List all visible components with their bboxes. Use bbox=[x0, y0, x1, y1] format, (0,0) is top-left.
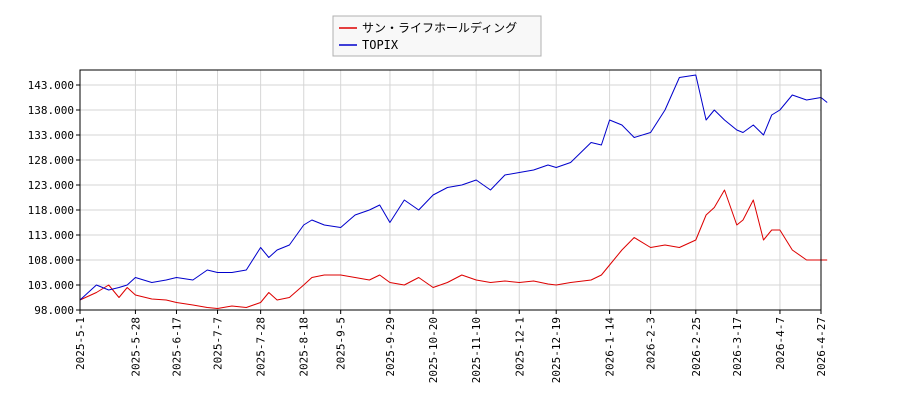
x-tick-label: 2025-9-5 bbox=[335, 317, 348, 370]
plot-frame bbox=[79, 69, 822, 311]
series-line-1 bbox=[79, 189, 828, 309]
x-tick-label: 2025-10-20 bbox=[427, 317, 440, 383]
y-tick-label: 108.000 bbox=[28, 254, 74, 267]
x-tick-label: 2026-2-3 bbox=[645, 317, 658, 370]
legend: サン・ライフホールディング TOPIX bbox=[332, 15, 542, 57]
y-tick-label: 113.000 bbox=[28, 229, 74, 242]
y-tick-label: 138.000 bbox=[28, 104, 74, 117]
x-tick-label: 2025-12-1 bbox=[513, 317, 526, 377]
x-tick-label: 2025-9-29 bbox=[384, 317, 397, 377]
x-tick-label: 2025-7-28 bbox=[255, 317, 268, 377]
x-tick-label: 2025-7-7 bbox=[212, 317, 225, 370]
x-tick-label: 2025-12-19 bbox=[550, 317, 563, 383]
series-layer bbox=[79, 74, 828, 309]
y-tick-label: 128.000 bbox=[28, 154, 74, 167]
y-tick-label: 103.000 bbox=[28, 279, 74, 292]
x-axis-tick-labels: 2025-5-1 2025-5-28 2025-6-17 2025-7-7 2025-7… bbox=[74, 310, 828, 383]
x-tick-label: 2025-5-1 bbox=[74, 317, 87, 370]
series-line-2 bbox=[79, 74, 828, 301]
legend-label-series-2: TOPIX bbox=[362, 38, 399, 52]
x-tick-label: 2026-4-27 bbox=[815, 317, 828, 377]
y-tick-label: 98.000 bbox=[34, 304, 74, 317]
x-tick-label: 2026-3-17 bbox=[731, 317, 744, 377]
y-axis-tick-labels: 98.000 103.000 108.000 113.000 118.000 123.00… bbox=[28, 79, 80, 317]
x-tick-label: 2026-4-7 bbox=[774, 317, 787, 370]
grid-layer bbox=[79, 70, 822, 311]
y-tick-label: 123.000 bbox=[28, 179, 74, 192]
y-tick-label: 118.000 bbox=[28, 204, 74, 217]
x-tick-label: 2025-8-18 bbox=[298, 317, 311, 377]
x-tick-label: 2026-2-25 bbox=[690, 317, 703, 377]
y-tick-label: 133.000 bbox=[28, 129, 74, 142]
x-tick-label: 2025-11-10 bbox=[470, 317, 483, 383]
x-tick-label: 2025-5-28 bbox=[129, 317, 142, 377]
legend-box bbox=[332, 15, 542, 57]
legend-label-series-1: サン・ライフホールディング bbox=[362, 20, 517, 35]
x-tick-label: 2025-6-17 bbox=[170, 317, 183, 377]
x-tick-label: 2026-1-14 bbox=[604, 317, 617, 377]
y-tick-label: 143.000 bbox=[28, 79, 74, 92]
